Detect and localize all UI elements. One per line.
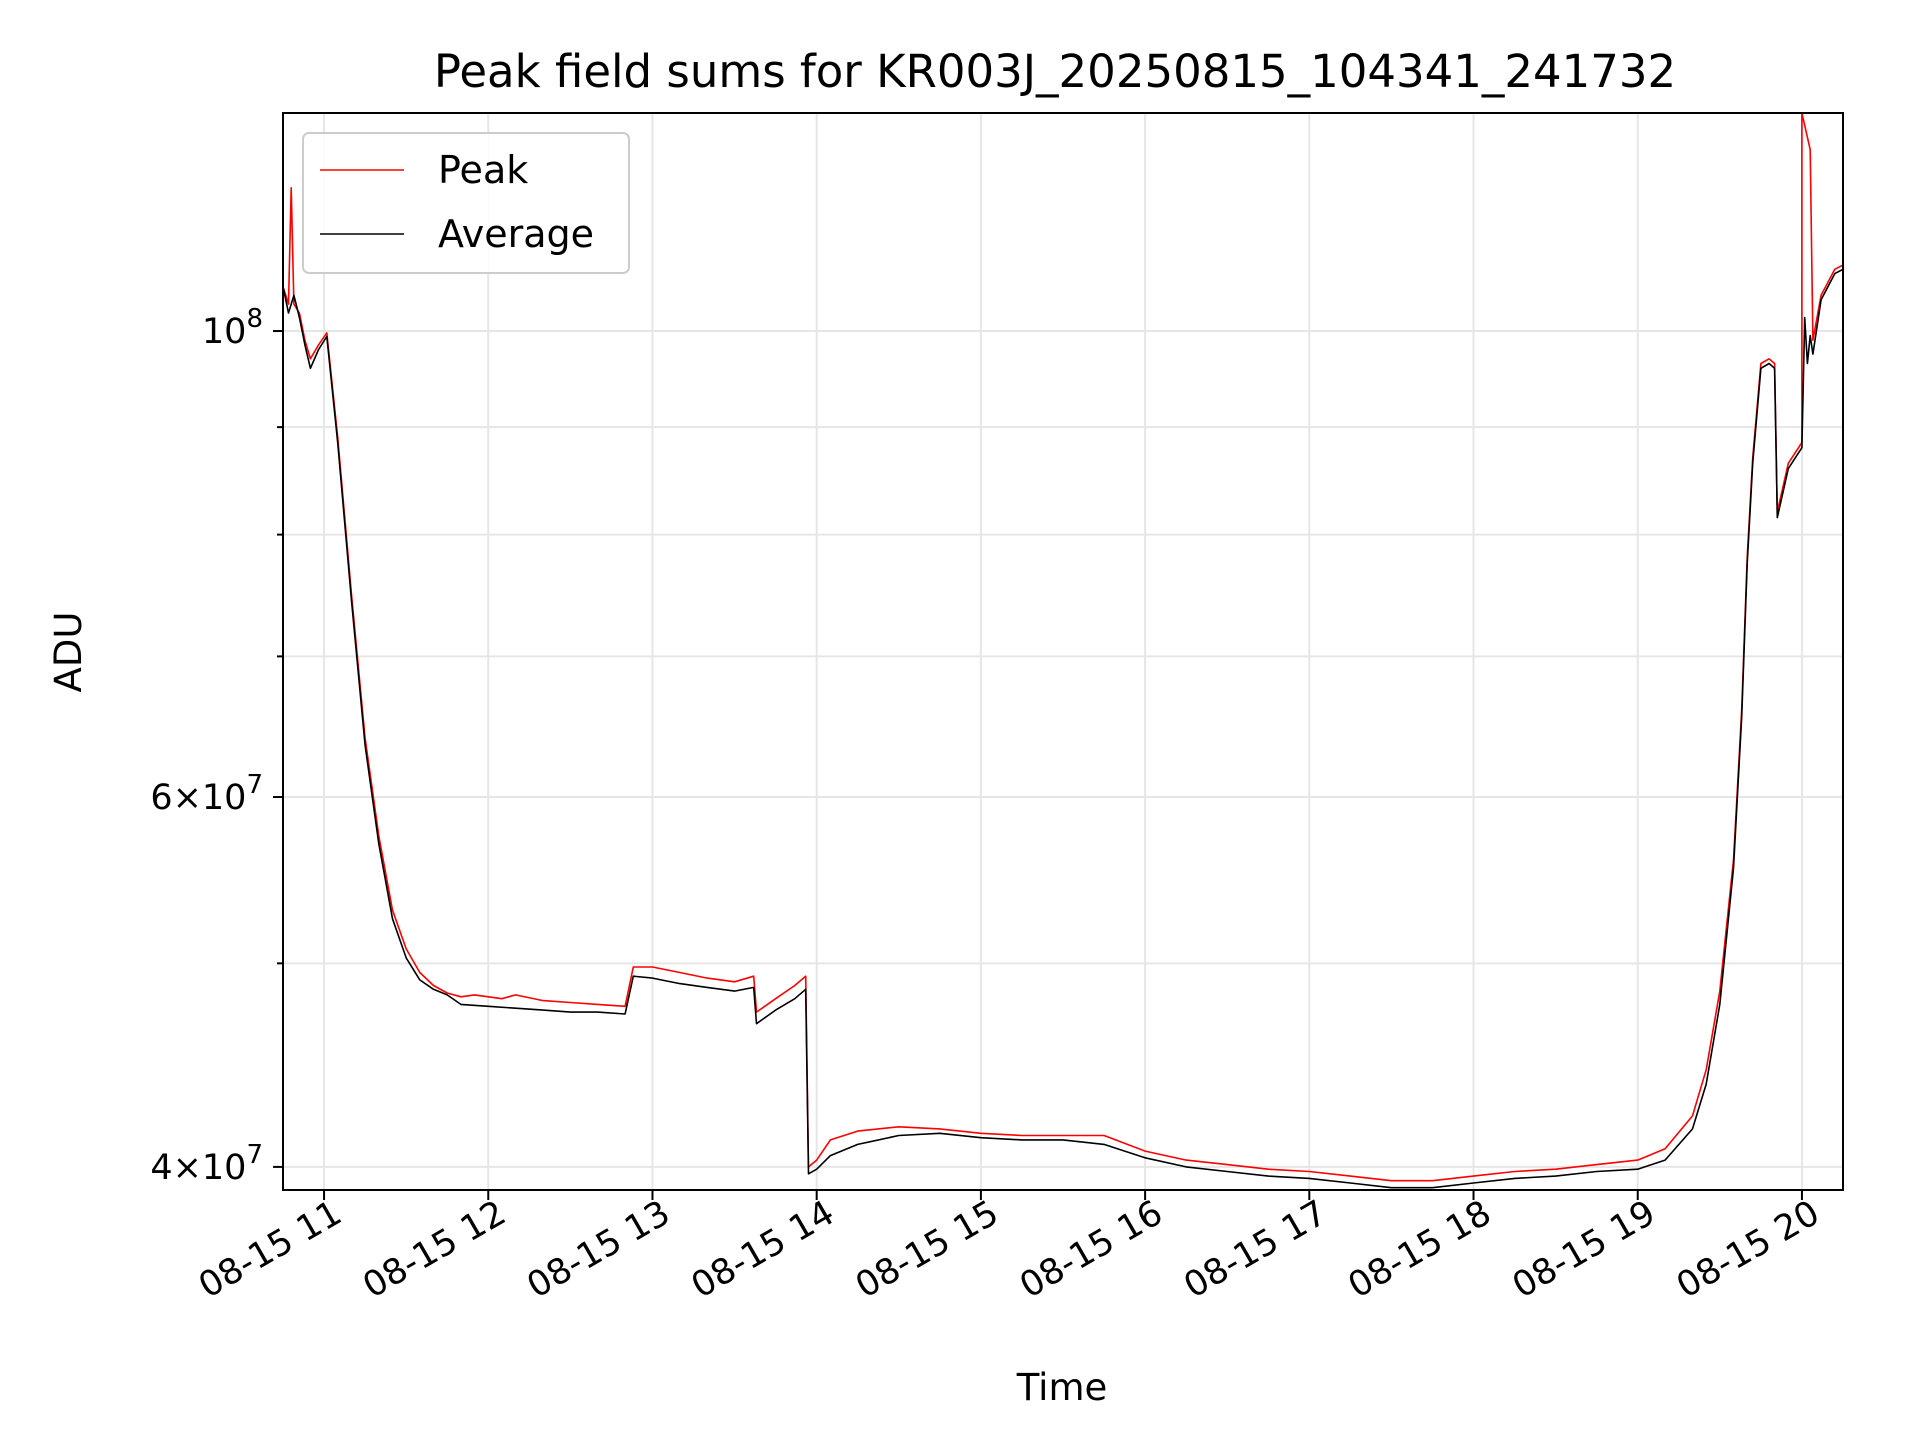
x-axis-label: Time — [1016, 1366, 1108, 1409]
y-axis-label: ADU — [47, 612, 90, 693]
series-layer — [283, 113, 1843, 1189]
y-tick-label: 108 — [202, 304, 263, 352]
legend-label: Average — [438, 212, 594, 256]
plot-frame — [282, 112, 1844, 1191]
legend: Peak Average — [302, 132, 630, 274]
y-tick-label: 4×107 — [150, 1140, 263, 1188]
y-axis-ticks: 4×107 6×107 108 — [150, 304, 283, 1188]
grid — [283, 113, 1843, 1190]
chart-title: Peak field sums for KR003J_20250815_1043… — [434, 45, 1676, 98]
series-line-average — [283, 268, 1843, 1189]
legend-label: Peak — [438, 148, 528, 192]
y-tick-label: 6×107 — [150, 770, 263, 818]
legend-box — [302, 132, 630, 274]
